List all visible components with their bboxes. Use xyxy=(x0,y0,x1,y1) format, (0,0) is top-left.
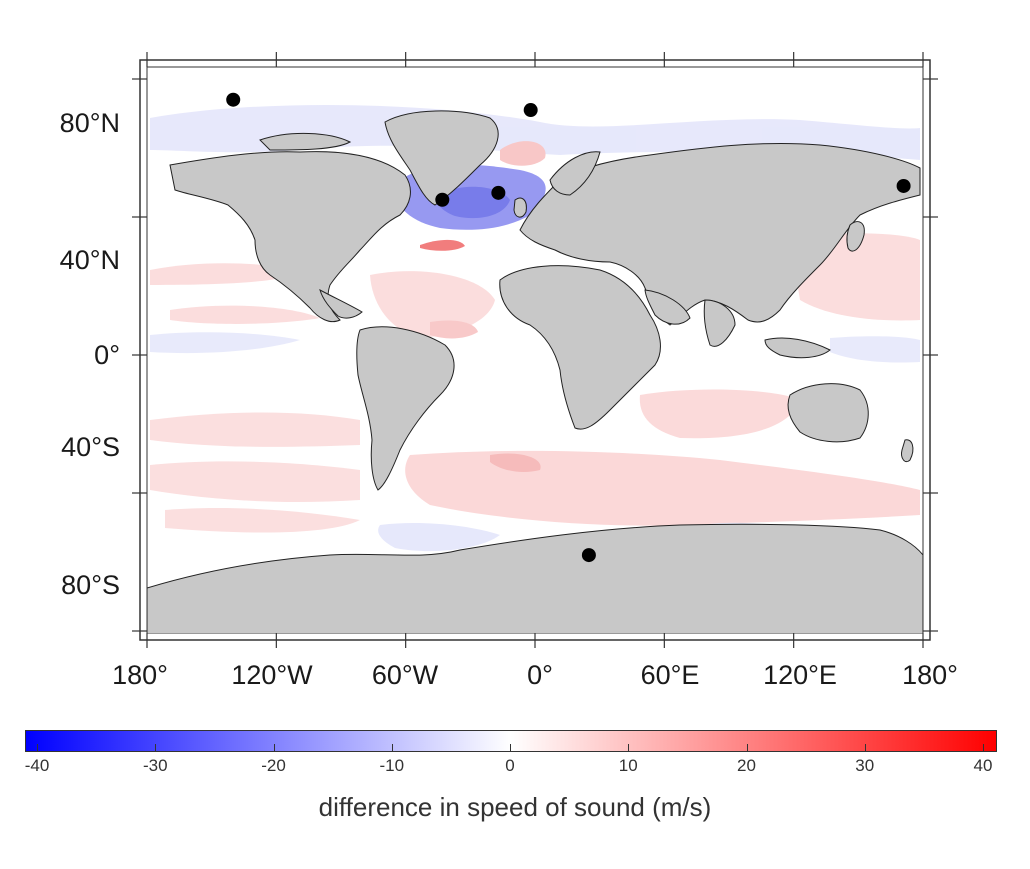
pacific-red-2 xyxy=(170,305,320,324)
norwegian-red xyxy=(500,141,546,166)
southern-blue-1 xyxy=(378,523,500,552)
lon-label-0: 0° xyxy=(527,660,553,690)
colorbar-tick-label: -10 xyxy=(379,756,405,775)
station-marker xyxy=(581,548,596,563)
colorbar-tick-label: -20 xyxy=(261,756,286,775)
arctic-islands xyxy=(259,133,352,151)
frame-ticks xyxy=(132,52,938,648)
colorbar-tick-mark xyxy=(983,744,984,752)
lon-label-60e: 60°E xyxy=(640,660,700,690)
africa xyxy=(499,265,661,430)
station-marker xyxy=(491,185,506,200)
lon-label-180w: 180° xyxy=(112,660,168,690)
west-equatorial-blue xyxy=(830,336,920,363)
north-pacific-red xyxy=(150,263,300,285)
station-marker xyxy=(226,92,241,107)
scandinavia xyxy=(549,151,601,196)
atlantic-subtropical-red xyxy=(370,271,495,338)
south-pacific-band-3 xyxy=(165,508,360,533)
world-map: 80°N 40°N 0° 40°S 80°S 180° 120°W 60°W 0… xyxy=(59,52,958,690)
colorbar-tick-label: -30 xyxy=(142,756,168,775)
australia xyxy=(787,383,869,443)
colorbar-tick-mark xyxy=(746,744,748,752)
lat-label-80s: 80°S xyxy=(61,570,120,600)
colorbar-tick-label: 30 xyxy=(855,756,875,775)
central-america xyxy=(319,288,363,319)
colorbar-tick-label: 40 xyxy=(973,756,993,775)
lon-label-120w: 120°W xyxy=(231,660,313,690)
colorbar-tick-mark xyxy=(391,744,393,752)
lat-label-80n: 80°N xyxy=(59,108,120,138)
north-america xyxy=(169,151,411,323)
colorbar-tick-mark xyxy=(37,744,38,752)
colorbar-title: difference in speed of sound (m/s) xyxy=(318,792,712,822)
colorbar-tick-label: 20 xyxy=(737,756,756,775)
colorbar-tick-label: 10 xyxy=(618,756,638,775)
japan xyxy=(846,221,865,252)
south-pacific-band-1 xyxy=(150,412,360,447)
lon-label-120e: 120°E xyxy=(763,660,837,690)
southern-red-core xyxy=(490,453,541,473)
map-plot-area xyxy=(147,92,923,633)
new-zealand xyxy=(901,439,914,463)
colorbar-tick-mark xyxy=(155,744,157,752)
atlantic-red-core xyxy=(430,320,478,339)
eurasia xyxy=(519,142,921,326)
station-marker xyxy=(435,192,450,207)
station-marker xyxy=(896,178,911,193)
british-isles xyxy=(513,197,527,218)
lat-label-40s: 40°S xyxy=(61,432,120,462)
colorbar-tick-mark xyxy=(628,744,630,752)
arabia xyxy=(644,289,691,325)
colorbar-tick-mark xyxy=(864,744,866,752)
lat-label-40n: 40°N xyxy=(59,245,120,275)
indonesia xyxy=(764,337,831,359)
south-pacific-band-2 xyxy=(150,461,360,502)
equatorial-blue xyxy=(150,332,300,354)
indian-ocean-red xyxy=(639,389,800,439)
india xyxy=(703,299,736,347)
colorbar-tick-label: 0 xyxy=(505,756,515,775)
colorbar-gradient xyxy=(26,731,996,751)
gulf-stream-red xyxy=(420,239,465,251)
lon-label-60w: 60°W xyxy=(371,660,439,690)
lat-label-equator: 0° xyxy=(94,340,120,370)
greenland xyxy=(384,110,499,206)
land-masses xyxy=(147,110,923,633)
colorbar xyxy=(25,730,997,752)
colorbar-tick-mark xyxy=(273,744,275,752)
station-marker xyxy=(523,103,538,118)
south-america xyxy=(356,326,455,491)
antarctica xyxy=(147,523,923,633)
lon-label-180e: 180° xyxy=(902,660,958,690)
colorbar-tick-mark xyxy=(510,744,511,752)
station-markers xyxy=(226,92,911,563)
colorbar-tick-label: -40 xyxy=(24,756,50,775)
map-canvas xyxy=(132,52,938,648)
